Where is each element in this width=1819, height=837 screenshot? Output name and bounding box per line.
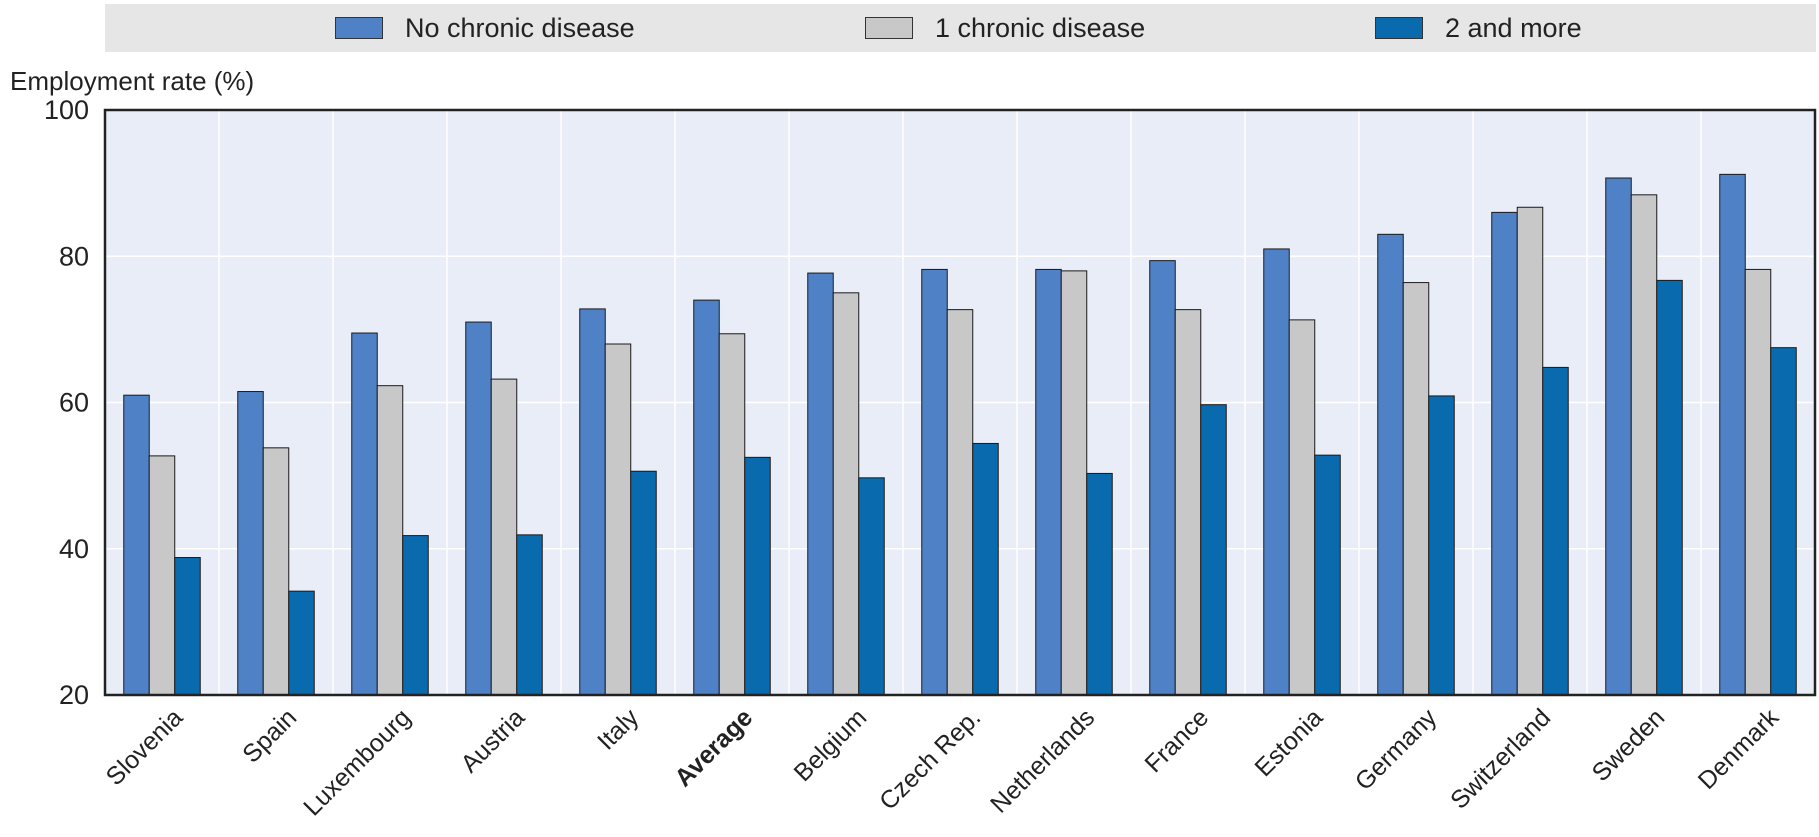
- x-tick-label: Spain: [237, 703, 302, 768]
- bar-no-chronic-disease-luxembourg: [351, 332, 378, 696]
- bar-1-chronic-disease-average: [718, 333, 746, 696]
- y-axis-label: Employment rate (%): [10, 66, 255, 96]
- bar-1-chronic-disease-germany: [1402, 282, 1430, 696]
- x-tick-label: Netherlands: [985, 703, 1100, 818]
- bar-no-chronic-disease-italy: [579, 308, 606, 696]
- bar-2-and-more-france: [1200, 404, 1227, 696]
- legend-label: 2 and more: [1445, 12, 1582, 43]
- x-tick-label: Estonia: [1249, 703, 1328, 782]
- legend-item: 2 and more: [1375, 4, 1582, 52]
- y-tick-label: 100: [44, 95, 89, 125]
- bar-no-chronic-disease-netherlands: [1035, 268, 1062, 696]
- bar-no-chronic-disease-czech-rep-: [921, 268, 948, 696]
- legend-item: No chronic disease: [335, 4, 635, 52]
- bar-no-chronic-disease-estonia: [1263, 248, 1290, 696]
- y-tick-label: 40: [59, 534, 89, 564]
- bar-1-chronic-disease-denmark: [1744, 268, 1772, 696]
- x-tick-label: Slovenia: [101, 703, 189, 791]
- x-tick-label: Belgium: [789, 703, 873, 787]
- bar-no-chronic-disease-sweden: [1605, 177, 1632, 696]
- legend-label: 1 chronic disease: [935, 12, 1146, 43]
- bar-1-chronic-disease-switzerland: [1516, 206, 1544, 696]
- bar-2-and-more-czech-rep-: [972, 442, 999, 696]
- bar-1-chronic-disease-belgium: [832, 292, 860, 696]
- bar-2-and-more-germany: [1428, 395, 1455, 696]
- x-tick-label: Average: [669, 703, 758, 792]
- x-tick-label: Italy: [592, 703, 645, 756]
- x-tick-label: France: [1139, 703, 1214, 778]
- bar-2-and-more-slovenia: [174, 557, 201, 696]
- bar-2-and-more-denmark: [1770, 347, 1797, 696]
- bar-1-chronic-disease-france: [1174, 309, 1202, 696]
- bar-no-chronic-disease-denmark: [1719, 173, 1746, 696]
- bar-1-chronic-disease-slovenia: [148, 455, 176, 696]
- bar-1-chronic-disease-netherlands: [1060, 270, 1088, 696]
- bar-1-chronic-disease-spain: [262, 447, 290, 696]
- bar-2-and-more-average: [744, 456, 771, 696]
- y-tick-label: 80: [59, 241, 89, 271]
- bar-no-chronic-disease-france: [1149, 260, 1176, 696]
- bar-1-chronic-disease-luxembourg: [376, 385, 404, 696]
- legend-item: 1 chronic disease: [865, 4, 1145, 52]
- bar-2-and-more-switzerland: [1542, 366, 1569, 696]
- x-tick-label: Switzerland: [1445, 703, 1556, 814]
- bar-2-and-more-italy: [630, 470, 657, 696]
- bar-no-chronic-disease-austria: [465, 321, 492, 696]
- y-tick-label: 20: [59, 680, 89, 710]
- x-tick-label: Austria: [455, 703, 530, 778]
- legend-swatch: [865, 17, 913, 39]
- x-tick-label: Denmark: [1693, 703, 1785, 795]
- bar-2-and-more-belgium: [858, 477, 885, 696]
- bar-2-and-more-luxembourg: [402, 535, 429, 696]
- y-tick-label: 60: [59, 388, 89, 418]
- bar-no-chronic-disease-slovenia: [123, 394, 150, 696]
- legend-swatch: [1375, 17, 1423, 39]
- x-tick-label: Luxembourg: [298, 703, 416, 821]
- legend-label: No chronic disease: [405, 12, 635, 43]
- bar-no-chronic-disease-belgium: [807, 272, 834, 696]
- bar-2-and-more-sweden: [1656, 279, 1683, 696]
- bar-no-chronic-disease-germany: [1377, 233, 1404, 696]
- bar-2-and-more-estonia: [1314, 454, 1341, 696]
- bar-no-chronic-disease-switzerland: [1491, 211, 1518, 696]
- bar-no-chronic-disease-spain: [237, 391, 264, 696]
- bar-1-chronic-disease-estonia: [1288, 319, 1316, 696]
- bar-1-chronic-disease-italy: [604, 343, 632, 696]
- bar-no-chronic-disease-average: [693, 299, 720, 696]
- legend: No chronic disease 1 chronic disease 2 and…: [105, 4, 1816, 52]
- bar-2-and-more-spain: [288, 590, 315, 696]
- bar-2-and-more-netherlands: [1086, 472, 1113, 696]
- bar-1-chronic-disease-sweden: [1630, 194, 1658, 696]
- bar-2-and-more-austria: [516, 534, 543, 696]
- x-tick-label: Germany: [1350, 703, 1443, 796]
- bar-1-chronic-disease-czech-rep-: [946, 309, 974, 696]
- legend-swatch: [335, 17, 383, 39]
- plot-frame: [103, 108, 1817, 697]
- x-tick-label: Czech Rep.: [874, 703, 986, 815]
- bar-1-chronic-disease-austria: [490, 378, 518, 696]
- x-tick-label: Sweden: [1587, 703, 1671, 787]
